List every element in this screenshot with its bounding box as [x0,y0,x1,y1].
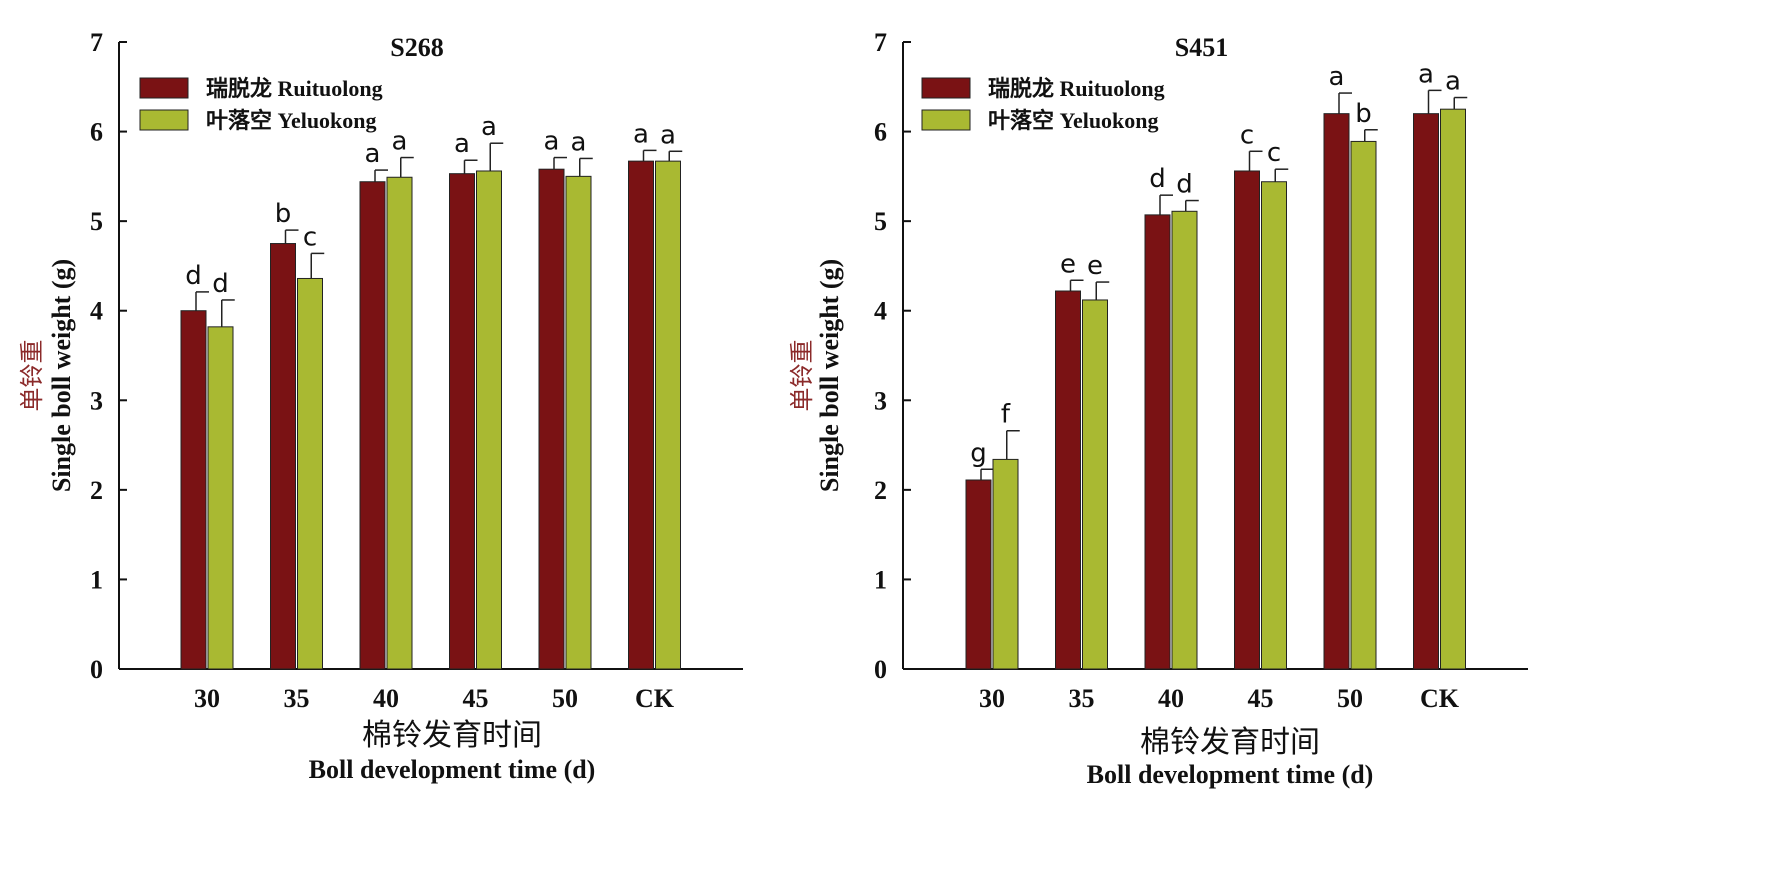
y-tick-label: 5 [90,207,103,236]
legend: 瑞脱龙 Ruituolong 叶落空 Yeluokong [139,76,383,133]
significance-letter: d [212,269,229,299]
bar-yeluokong [297,277,323,670]
y-tick-label: 0 [90,655,103,684]
y-axis-label-cn: 单铃重 [788,340,816,412]
bar-yeluokong [1261,181,1287,670]
x-tick-label: 50 [552,684,578,713]
bar-ruituolong [1055,290,1081,670]
y-axis-label-en: Single boll weight (g) [815,259,844,492]
y-tick-label: 2 [90,476,103,505]
y-tick-label: 4 [874,297,887,326]
y-tick-label: 4 [90,297,103,326]
y-axis-label-en: Single boll weight (g) [47,259,76,492]
significance-letter: a [1445,67,1461,97]
significance-letter: d [1149,164,1166,194]
bar-ruituolong [270,243,296,670]
x-tick-label: 30 [194,684,220,713]
x-tick-label: 40 [373,684,399,713]
bar-ruituolong [359,181,386,670]
x-axis-label-en: Boll development time (d) [1087,760,1374,789]
x-tick-label: 45 [1248,684,1274,713]
legend-label-ruituolong: 瑞脱龙 Ruituolong [206,76,383,101]
y-tick-label: 7 [90,28,103,57]
significance-letter: a [544,127,560,157]
significance-letter: a [571,127,587,157]
bar-ruituolong [965,479,992,670]
legend-label-ruituolong: 瑞脱龙 Ruituolong [988,76,1165,101]
bar-ruituolong [1234,170,1260,670]
y-tick-label: 5 [874,207,887,236]
bar-yeluokong [476,170,502,670]
significance-letter: c [1267,138,1281,168]
bar-ruituolong [1413,113,1439,670]
legend-swatch-ruituolong [139,77,189,99]
y-tick-label: 6 [874,118,887,147]
y-tick-label: 1 [874,565,887,594]
x-axis-label-en: Boll development time (d) [309,755,596,784]
legend: 瑞脱龙 Ruituolong 叶落空 Yeluokong [921,76,1165,133]
bar-ruituolong [449,173,475,670]
significance-letter: a [392,127,408,157]
legend-label-yeluokong: 叶落空 Yeluokong [206,108,377,133]
y-tick-label: 0 [874,655,887,684]
bar-ruituolong [628,160,654,670]
x-tick-label: CK [1420,684,1460,713]
y-tick-label: 6 [90,118,103,147]
bar-ruituolong [1144,214,1171,670]
x-tick-label: 50 [1337,684,1363,713]
legend-swatch-yeluokong [139,109,189,131]
x-tick-label: 35 [284,684,310,713]
bar-yeluokong [1440,108,1466,670]
legend-label-yeluokong: 叶落空 Yeluokong [988,108,1159,133]
significance-letter: a [633,119,649,149]
significance-letter: g [970,438,987,468]
y-tick-label: 2 [874,476,887,505]
y-axis-label-cn: 单铃重 [18,340,46,412]
significance-letter: e [1087,251,1103,281]
bar-yeluokong [1350,140,1377,670]
significance-letter: a [365,139,381,169]
significance-letter: a [660,120,676,150]
bar-yeluokong [655,160,681,670]
significance-letter: c [1240,120,1254,150]
bar-yeluokong [386,176,413,670]
y-tick-label: 3 [90,386,103,415]
bar-yeluokong [207,326,234,670]
significance-letter: a [454,129,470,159]
chart-title: S268 [390,33,443,62]
significance-letter: b [1355,99,1372,129]
x-axis-label-cn: 棉铃发育时间 [362,718,542,753]
legend-swatch-ruituolong [921,77,971,99]
significance-letter: a [1418,59,1434,89]
chart-title: S451 [1175,33,1228,62]
significance-letter: d [1176,170,1193,200]
bar-yeluokong [1082,299,1108,670]
x-axis-label-cn: 棉铃发育时间 [1140,725,1320,760]
significance-letter: b [275,199,292,229]
x-tick-label: 45 [463,684,489,713]
significance-letter: a [481,112,497,142]
x-tick-label: CK [635,684,675,713]
significance-letter: c [303,222,317,252]
bar-yeluokong [1171,210,1198,670]
x-tick-label: 30 [979,684,1005,713]
bar-ruituolong [538,168,565,670]
x-tick-label: 35 [1069,684,1095,713]
significance-letter: d [185,261,202,291]
significance-letter: a [1329,62,1345,92]
significance-letter: e [1060,249,1076,279]
significance-letter: f [1001,400,1011,430]
y-tick-label: 1 [90,565,103,594]
bar-yeluokong [992,458,1019,670]
x-tick-label: 40 [1158,684,1184,713]
legend-swatch-yeluokong [921,109,971,131]
bar-ruituolong [180,310,207,670]
bar-ruituolong [1323,113,1350,670]
bar-yeluokong [565,175,592,670]
y-tick-label: 3 [874,386,887,415]
y-tick-label: 7 [874,28,887,57]
